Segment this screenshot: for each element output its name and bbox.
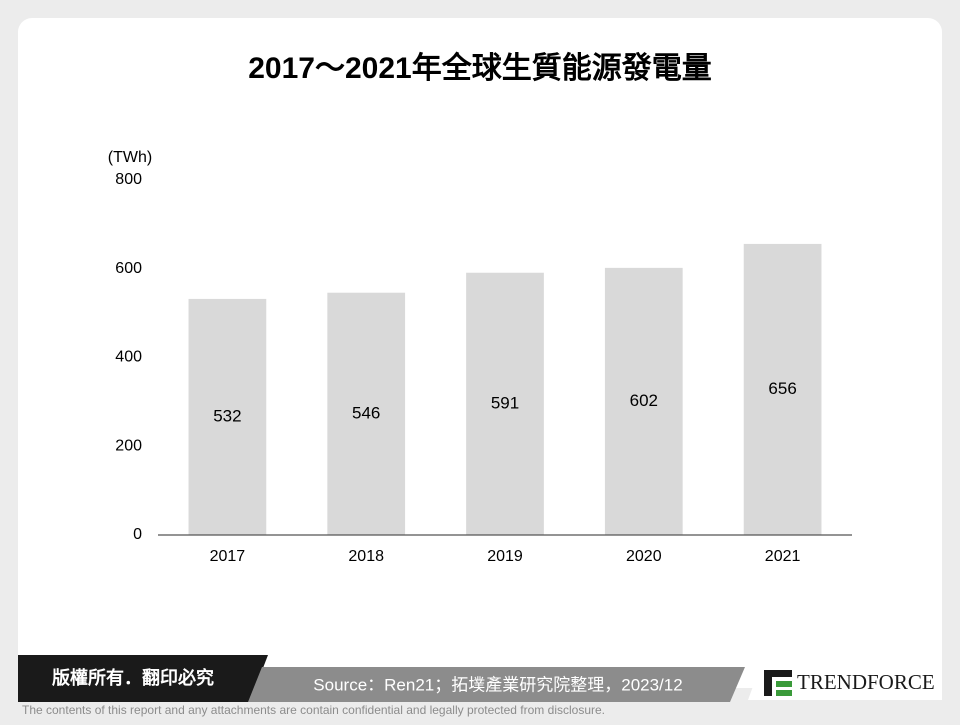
y-tick-label: 800 — [115, 171, 142, 188]
bar — [188, 298, 267, 535]
bar — [604, 267, 683, 535]
x-tick-label: 2017 — [210, 548, 246, 565]
value-label: 591 — [491, 393, 519, 412]
y-tick-label: 600 — [115, 260, 142, 277]
x-tick-label: 2020 — [626, 548, 662, 565]
logo-bar — [776, 681, 792, 687]
x-tick-label: 2021 — [765, 548, 801, 565]
logo-bar — [776, 690, 792, 696]
source: Source：Ren21；拓墣產業研究院整理，2023/12 — [313, 675, 682, 694]
copyright-band — [18, 655, 268, 702]
value-label: 656 — [768, 379, 796, 398]
y-axis-label: (TWh) — [108, 149, 152, 166]
logo-text: TRENDFORCE — [797, 670, 935, 694]
y-tick-label: 0 — [133, 526, 142, 543]
y-tick-label: 400 — [115, 349, 142, 366]
logo-band — [748, 640, 942, 700]
bar — [327, 292, 406, 535]
y-tick-label: 200 — [115, 437, 142, 454]
x-tick-label: 2018 — [348, 548, 384, 565]
source-band — [248, 667, 745, 702]
plot: 0 200 400 600 800 532 2017 546 2018 591 2019 602 202… — [115, 171, 852, 565]
logo-bar — [764, 670, 792, 677]
bar — [466, 272, 544, 535]
disclaimer: The contents of this report and any atta… — [22, 703, 605, 717]
logo-icon — [764, 670, 792, 696]
value-label: 532 — [213, 406, 241, 425]
chart-title: 2017～2021年全球生質能源發電量 — [248, 51, 711, 85]
x-tick-label: 2019 — [487, 548, 523, 565]
value-label: 602 — [630, 391, 658, 410]
value-label: 546 — [352, 403, 380, 422]
logo-bar — [764, 670, 772, 696]
copyright: 版權所有．翻印必究 — [52, 667, 214, 688]
bar — [743, 243, 822, 535]
